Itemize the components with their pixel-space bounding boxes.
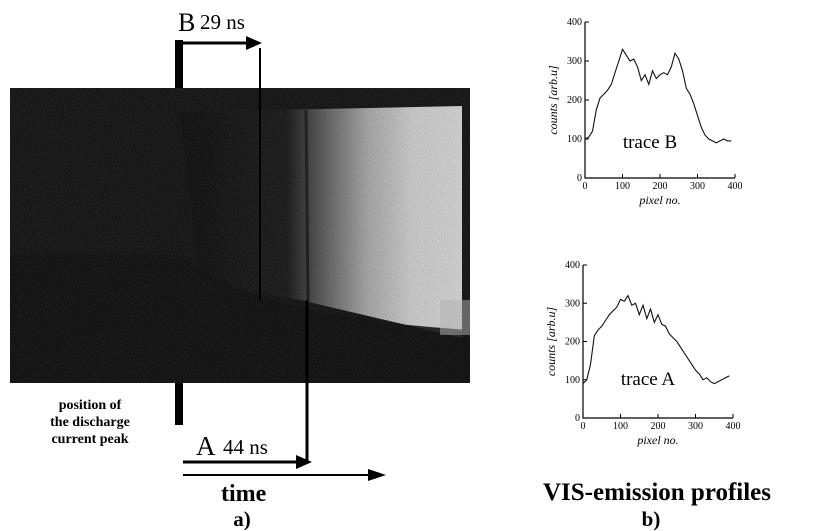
x-tick-label: 0 — [583, 181, 588, 192]
series-label: trace B — [623, 132, 677, 153]
marker-b-arrowhead — [246, 36, 262, 50]
time-axis-arrowhead — [368, 469, 386, 481]
y-tick-label: 400 — [565, 260, 580, 271]
y-tick-label: 200 — [567, 95, 582, 106]
axis-lines — [582, 265, 733, 419]
series-line-trace-a — [582, 294, 730, 385]
profile-chart-trace-a: 0 100 200 300 400 0 100 200 300 400 pixel no. count… — [544, 260, 741, 447]
panel-b: 0 100 200 300 400 0 100 200 300 400 pixel no. count… — [543, 17, 771, 531]
y-tick-label: 300 — [567, 56, 582, 67]
series-line-trace-b — [584, 48, 732, 144]
x-tick-label: 100 — [615, 181, 630, 192]
trace-a-column — [304, 109, 310, 301]
y-tick-label: 300 — [565, 298, 580, 309]
marker-b-label: B — [178, 8, 195, 37]
annotation-line-2: the discharge — [50, 415, 130, 430]
y-tick-label: 0 — [577, 173, 582, 184]
y-axis-label: counts [arb.u] — [544, 307, 558, 377]
panel-b-heading: VIS-emission profiles — [543, 479, 771, 506]
y-tick-label: 100 — [567, 134, 582, 145]
x-tick-label: 200 — [653, 181, 668, 192]
y-axis-label: counts [arb.u] — [546, 65, 560, 135]
axis-lines — [584, 22, 735, 179]
annotation-line-3: current peak — [51, 432, 128, 447]
x-axis-label: pixel no. — [638, 193, 680, 207]
streak-image — [10, 88, 470, 383]
current-peak-bar — [175, 40, 183, 88]
x-tick-label: 200 — [651, 421, 666, 432]
caption-a: a) — [233, 507, 251, 531]
x-tick-label: 400 — [728, 181, 743, 192]
x-tick-label: 0 — [581, 421, 586, 432]
annotation-line-1: position of — [59, 398, 122, 413]
marker-a-arrowhead — [296, 455, 312, 469]
x-tick-label: 400 — [726, 421, 741, 432]
caption-b: b) — [642, 507, 661, 531]
marker-a-label: A — [196, 431, 216, 461]
x-tick-label: 300 — [688, 421, 703, 432]
y-tick-label: 0 — [575, 413, 580, 424]
y-tick-label: 400 — [567, 17, 582, 28]
x-tick-label: 100 — [613, 421, 628, 432]
marker-b-delay: 29 ns — [200, 10, 245, 34]
time-label: time — [221, 481, 267, 507]
x-tick-label: 300 — [690, 181, 705, 192]
profile-chart-trace-b: 0 100 200 300 400 0 100 200 300 400 pixel no. count… — [546, 17, 743, 207]
series-label: trace A — [621, 369, 676, 390]
marker-a-delay: 44 ns — [223, 435, 268, 459]
x-axis-label: pixel no. — [636, 433, 678, 447]
panel-a: B 29 ns A 44 ns time position of the dis… — [10, 8, 470, 531]
y-tick-label: 200 — [565, 337, 580, 348]
y-tick-label: 100 — [565, 375, 580, 386]
